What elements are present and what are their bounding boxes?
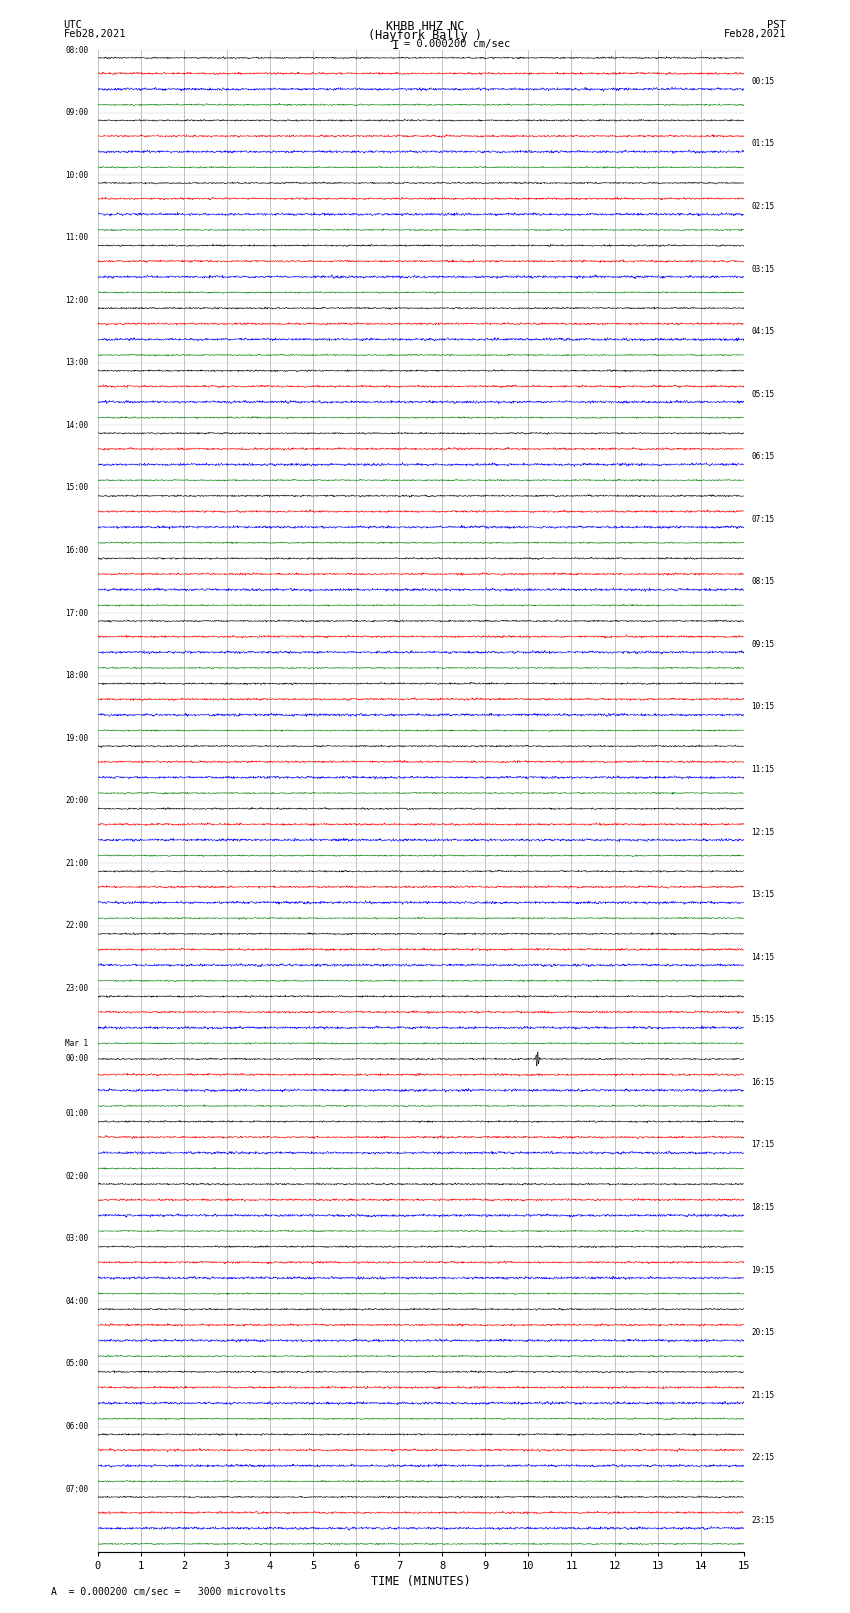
Text: 07:15: 07:15 [751, 515, 774, 524]
Text: 14:00: 14:00 [65, 421, 88, 431]
Text: 05:15: 05:15 [751, 390, 774, 398]
Text: 20:15: 20:15 [751, 1327, 774, 1337]
Text: 22:15: 22:15 [751, 1453, 774, 1463]
Text: 17:00: 17:00 [65, 608, 88, 618]
Text: 16:15: 16:15 [751, 1077, 774, 1087]
Text: 18:15: 18:15 [751, 1203, 774, 1211]
Text: 19:00: 19:00 [65, 734, 88, 742]
Text: 13:15: 13:15 [751, 890, 774, 898]
Text: 02:00: 02:00 [65, 1171, 88, 1181]
Text: 05:00: 05:00 [65, 1360, 88, 1368]
Text: 01:15: 01:15 [751, 139, 774, 148]
Text: 11:00: 11:00 [65, 234, 88, 242]
Text: 10:00: 10:00 [65, 171, 88, 179]
Text: 21:00: 21:00 [65, 860, 88, 868]
Text: 00:15: 00:15 [751, 77, 774, 85]
Text: 14:15: 14:15 [751, 953, 774, 961]
Text: = 0.000200 cm/sec: = 0.000200 cm/sec [404, 39, 510, 48]
Text: A  = 0.000200 cm/sec =   3000 microvolts: A = 0.000200 cm/sec = 3000 microvolts [51, 1587, 286, 1597]
Text: (Hayfork Bally ): (Hayfork Bally ) [368, 29, 482, 42]
Text: 12:00: 12:00 [65, 295, 88, 305]
Text: 15:15: 15:15 [751, 1015, 774, 1024]
Text: 04:00: 04:00 [65, 1297, 88, 1307]
Text: 21:15: 21:15 [751, 1390, 774, 1400]
Text: 06:15: 06:15 [751, 452, 774, 461]
Text: 04:15: 04:15 [751, 327, 774, 336]
Text: 16:00: 16:00 [65, 547, 88, 555]
Text: 07:00: 07:00 [65, 1484, 88, 1494]
Text: I: I [392, 39, 399, 52]
X-axis label: TIME (MINUTES): TIME (MINUTES) [371, 1574, 471, 1587]
Text: 10:15: 10:15 [751, 703, 774, 711]
Text: 15:00: 15:00 [65, 484, 88, 492]
Text: 11:15: 11:15 [751, 765, 774, 774]
Text: 00:00: 00:00 [65, 1055, 88, 1063]
Text: 08:15: 08:15 [751, 577, 774, 587]
Text: 09:15: 09:15 [751, 640, 774, 648]
Text: 23:00: 23:00 [65, 984, 88, 994]
Text: 09:00: 09:00 [65, 108, 88, 118]
Text: 03:15: 03:15 [751, 265, 774, 274]
Text: 22:00: 22:00 [65, 921, 88, 931]
Text: 18:00: 18:00 [65, 671, 88, 681]
Text: 19:15: 19:15 [751, 1266, 774, 1274]
Text: 02:15: 02:15 [751, 202, 774, 211]
Text: 17:15: 17:15 [751, 1140, 774, 1150]
Text: 08:00: 08:00 [65, 45, 88, 55]
Text: 06:00: 06:00 [65, 1423, 88, 1431]
Text: 23:15: 23:15 [751, 1516, 774, 1524]
Text: UTC: UTC [64, 19, 82, 31]
Text: PST: PST [768, 19, 786, 31]
Text: 12:15: 12:15 [751, 827, 774, 837]
Text: 13:00: 13:00 [65, 358, 88, 368]
Text: Feb28,2021: Feb28,2021 [64, 29, 127, 39]
Text: 03:00: 03:00 [65, 1234, 88, 1244]
Text: KHBB HHZ NC: KHBB HHZ NC [386, 19, 464, 34]
Text: Mar 1: Mar 1 [65, 1039, 88, 1048]
Text: 01:00: 01:00 [65, 1110, 88, 1118]
Text: 20:00: 20:00 [65, 797, 88, 805]
Text: Feb28,2021: Feb28,2021 [723, 29, 786, 39]
